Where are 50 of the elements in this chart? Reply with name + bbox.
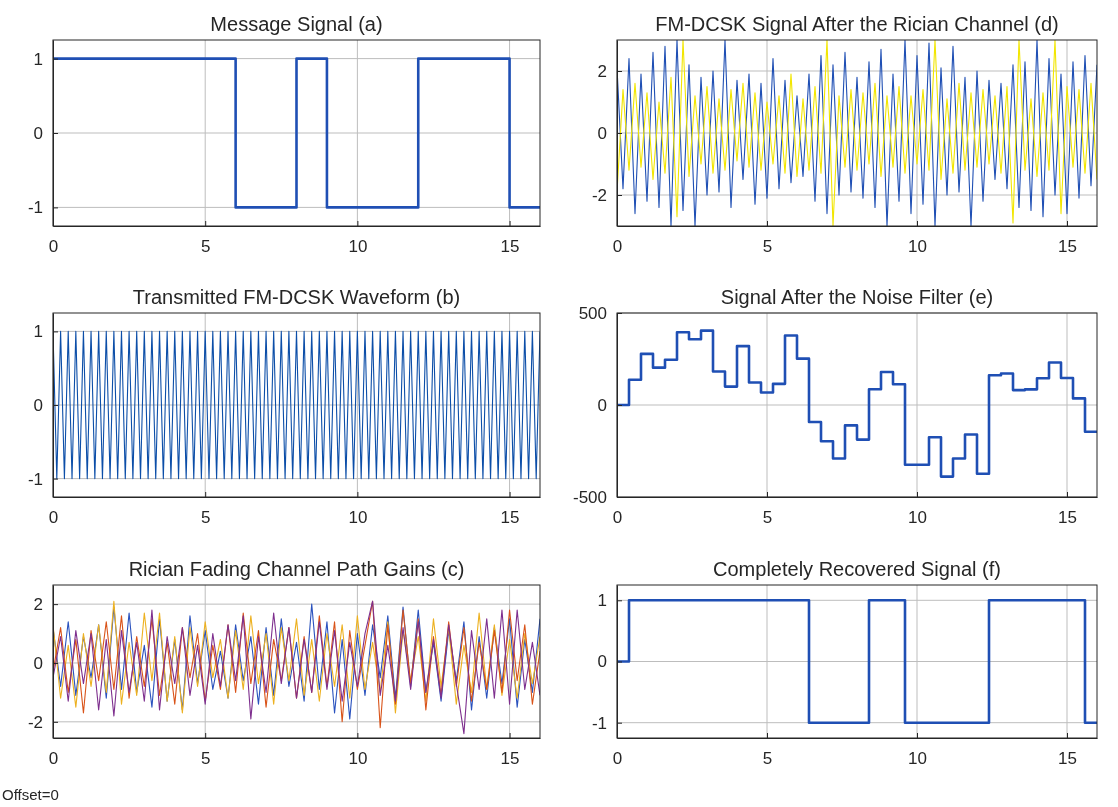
y-tick-label: 0 (597, 652, 607, 672)
x-tick-label: 5 (762, 749, 773, 769)
chart-title: Rician Fading Channel Path Gains (c) (128, 558, 465, 580)
y-tick-label: -1 (591, 713, 607, 733)
line-series (617, 40, 1097, 226)
y-tick-label: 1 (597, 591, 607, 611)
x-tick-label: 5 (762, 508, 773, 528)
x-tick-label: 0 (48, 508, 59, 528)
x-tick-label: 15 (1058, 237, 1077, 257)
x-tick-label: 10 (908, 508, 927, 528)
y-tick-label: -1 (27, 198, 43, 218)
y-tick-label: 0 (33, 395, 43, 415)
x-tick-label: 15 (1058, 508, 1077, 528)
x-tick-label: 15 (500, 749, 520, 769)
x-tick-label: 0 (48, 237, 59, 257)
x-tick-label: 10 (908, 749, 927, 769)
x-tick-label: 10 (348, 749, 368, 769)
y-tick-label: 500 (578, 303, 607, 323)
x-tick-label: 10 (348, 237, 368, 257)
chart-title: Completely Recovered Signal (f) (713, 558, 1001, 580)
y-tick-label: -1 (27, 469, 43, 489)
y-tick-label: 1 (33, 322, 43, 342)
y-tick-label: 0 (597, 123, 607, 143)
x-tick-label: 0 (612, 508, 623, 528)
x-tick-label: 5 (200, 508, 211, 528)
chart-title: FM-DCSK Signal After the Rician Channel (d) (655, 13, 1059, 35)
x-tick-label: 5 (200, 749, 211, 769)
x-tick-label: 10 (348, 508, 368, 528)
text: Offset=0 (2, 786, 59, 803)
x-tick-label: 0 (612, 237, 623, 257)
x-tick-label: 10 (908, 237, 927, 257)
y-tick-label: 1 (33, 49, 43, 69)
y-tick-label: 2 (33, 595, 43, 615)
x-tick-label: 5 (200, 237, 211, 257)
x-tick-label: 0 (612, 749, 623, 769)
x-tick-label: 5 (762, 237, 773, 257)
chart-title: Transmitted FM-DCSK Waveform (b) (132, 286, 461, 308)
x-tick-label: 15 (500, 508, 520, 528)
x-tick-label: 0 (48, 749, 59, 769)
x-tick-label: 15 (1058, 749, 1077, 769)
chart-title: Message Signal (a) (210, 13, 383, 35)
chart-title: Signal After the Noise Filter (e) (720, 286, 994, 308)
y-tick-label: -2 (27, 712, 43, 732)
y-tick-label: 0 (597, 395, 607, 415)
y-tick-label: 0 (33, 123, 43, 143)
y-tick-label: -500 (572, 487, 607, 507)
y-tick-label: 2 (597, 61, 607, 81)
y-tick-label: 0 (33, 653, 43, 673)
y-tick-label: -2 (591, 185, 607, 205)
x-tick-label: 15 (500, 237, 520, 257)
